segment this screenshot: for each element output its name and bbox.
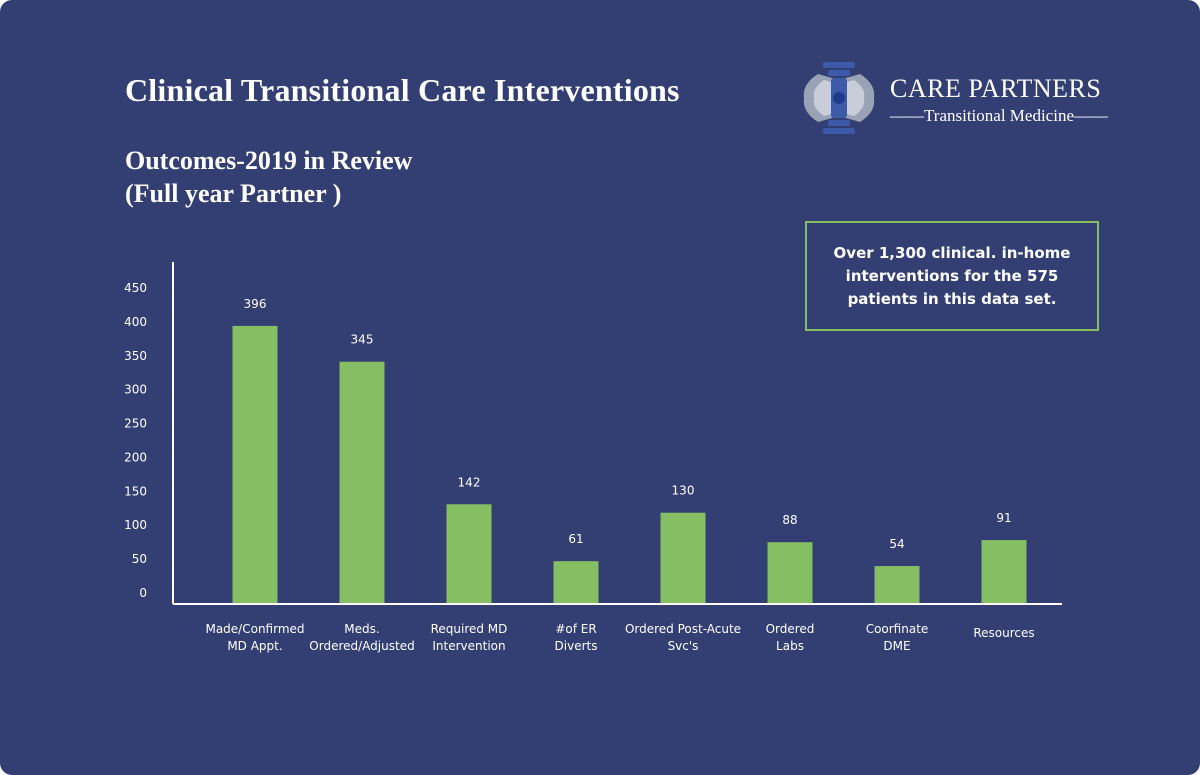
- x-tick-label: Labs: [776, 639, 804, 653]
- y-tick-label: 150: [124, 484, 147, 498]
- bar-value-label: 88: [782, 513, 797, 527]
- bar: [553, 561, 599, 604]
- y-tick-label: 0: [139, 586, 147, 600]
- care-partners-logo: CARE PARTNERS ——Transitional Medicine——: [798, 60, 1118, 140]
- y-tick-label: 250: [124, 417, 147, 431]
- page-subtitle: Outcomes-2019 in Review (Full year Partn…: [125, 144, 412, 210]
- bars-group: [232, 325, 1027, 604]
- x-tick-label: Ordered/Adjusted: [309, 639, 414, 653]
- x-tick-label: #of ER: [555, 622, 596, 636]
- x-tick-label: Ordered Post-Acute: [625, 622, 741, 636]
- bar-value-label: 396: [244, 297, 267, 311]
- x-tick-label: MD Appt.: [227, 639, 282, 653]
- bar: [874, 566, 920, 604]
- bar: [660, 512, 706, 604]
- y-tick-label: 350: [124, 349, 147, 363]
- x-tick-label: Svc's: [668, 639, 699, 653]
- bar-value-label: 130: [672, 484, 695, 498]
- subtitle-line-1: Outcomes-2019 in Review: [125, 146, 413, 175]
- bar-value-label: 91: [996, 511, 1011, 525]
- callout-text: Over 1,300 clinical. in-home interventio…: [833, 243, 1071, 308]
- y-tick-label: 300: [124, 383, 147, 397]
- x-tick-label: Intervention: [432, 639, 505, 653]
- bar: [981, 540, 1027, 604]
- x-tick-label: Resources: [973, 626, 1034, 640]
- y-tick-label: 50: [132, 552, 147, 566]
- care-partners-logo-icon: [803, 62, 875, 134]
- bar: [446, 504, 492, 604]
- bar-value-label: 345: [351, 333, 374, 347]
- x-tick-label: DME: [883, 639, 910, 653]
- y-tick-label: 100: [124, 518, 147, 532]
- x-axis-labels-group: Made/Confirmed MD Appt. Meds. Ordered/Adjus…: [205, 622, 1034, 653]
- y-tick-label: 400: [124, 315, 147, 329]
- page-title: Clinical Transitional Care Interventions: [125, 72, 680, 108]
- y-tick-label: 450: [124, 281, 147, 295]
- x-tick-label: Ordered: [766, 622, 815, 636]
- x-tick-label: Coorfinate: [866, 622, 929, 636]
- x-tick-label: Meds.: [344, 622, 379, 636]
- bar: [232, 325, 278, 604]
- value-labels-group: 396 345 142 61 130 88 54 91: [244, 297, 1012, 551]
- x-tick-label: Required MD: [431, 622, 508, 636]
- y-tick-label: 200: [124, 450, 147, 464]
- subtitle-line-2: (Full year Partner ): [125, 179, 342, 208]
- logo-tagline: ——Transitional Medicine——: [890, 106, 1108, 125]
- x-tick-label: Diverts: [555, 639, 598, 653]
- bar-value-label: 54: [889, 537, 904, 551]
- bar: [339, 361, 385, 604]
- logo-name: CARE PARTNERS: [890, 74, 1102, 103]
- summary-callout: Over 1,300 clinical. in-home interventio…: [805, 221, 1099, 331]
- x-tick-label: Made/Confirmed: [205, 622, 304, 636]
- y-axis-ticks: 0 50 100 150 200 250 300 350 400 450: [124, 281, 147, 600]
- bar-value-label: 142: [458, 475, 481, 489]
- bar: [767, 542, 813, 604]
- bar-value-label: 61: [568, 532, 583, 546]
